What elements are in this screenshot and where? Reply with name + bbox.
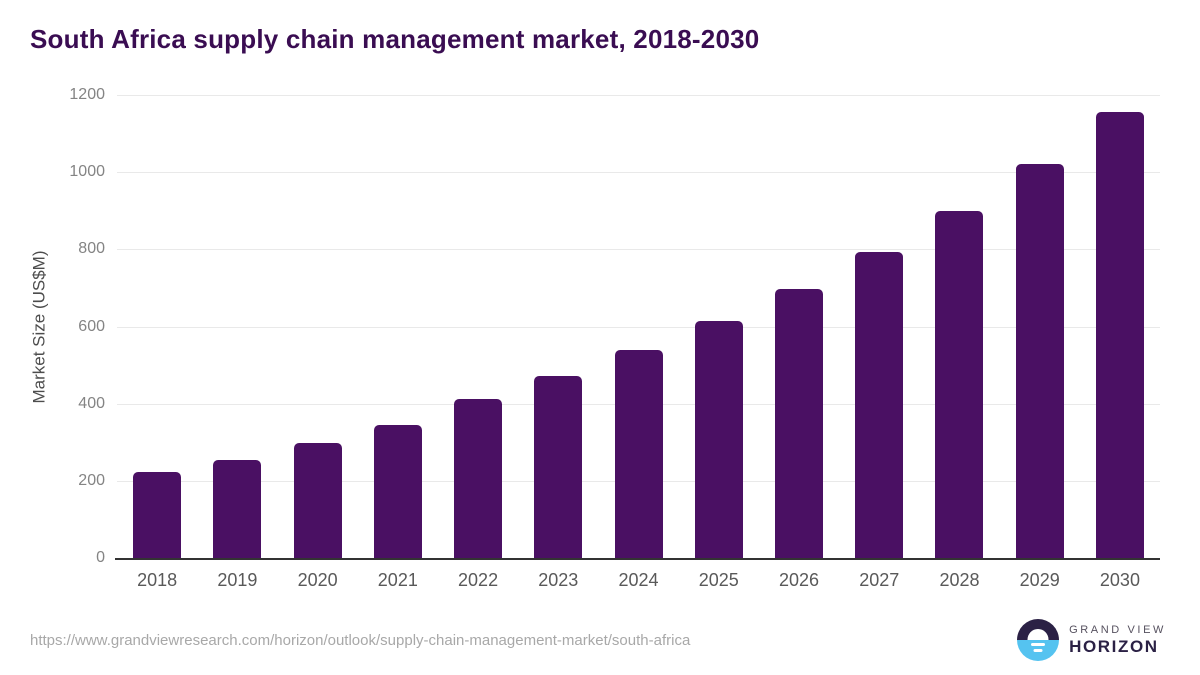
x-axis-line — [115, 558, 1160, 560]
bar-2019 — [213, 459, 262, 558]
horizon-icon-sun — [1027, 629, 1049, 640]
bar-column: 2021 — [358, 95, 438, 590]
horizon-sun-icon — [1017, 619, 1060, 661]
y-axis-ticks: 0 200 400 600 800 1000 1200 — [0, 86, 105, 566]
bar-column: 2019 — [197, 95, 277, 590]
bar-column: 2024 — [598, 95, 678, 590]
x-tick-label: 2018 — [137, 570, 178, 590]
y-tick-label: 1200 — [69, 86, 105, 103]
y-tick-label: 200 — [78, 471, 105, 489]
grand-view-horizon-logo: GRAND VIEW HORIZON — [1017, 619, 1166, 661]
bar-2024 — [614, 349, 663, 558]
gridline — [117, 95, 1160, 96]
bar-2022 — [454, 399, 503, 558]
bar-column: 2020 — [277, 95, 357, 590]
y-tick-label: 400 — [78, 394, 105, 412]
bar-2025 — [694, 320, 743, 558]
bar-column: 2023 — [518, 95, 598, 590]
gridline — [117, 249, 1160, 251]
x-tick-label: 2019 — [217, 570, 258, 590]
x-tick-label: 2028 — [939, 570, 980, 590]
chart-title: South Africa supply chain management mar… — [30, 24, 760, 54]
y-tick-label: 0 — [96, 549, 105, 566]
x-tick-label: 2030 — [1099, 570, 1140, 590]
bar-2023 — [534, 375, 583, 558]
bar-column: 2029 — [1000, 95, 1080, 590]
bar-2020 — [293, 443, 342, 558]
y-tick-label: 600 — [78, 317, 105, 335]
plot-area: 2018 2019 2020 2021 2022 2023 2024 2025 2026 2027… — [115, 95, 1160, 590]
x-tick-label: 2020 — [297, 570, 338, 590]
x-tick-label: 2023 — [538, 570, 579, 590]
gridline — [117, 172, 1160, 174]
bar-2021 — [373, 425, 422, 558]
logo-wordmark: GRAND VIEW HORIZON — [1069, 624, 1166, 656]
brand-name-bottom: HORIZON — [1069, 636, 1159, 656]
x-tick-label: 2026 — [778, 570, 820, 590]
x-tick-label: 2029 — [1019, 570, 1060, 590]
x-tick-label: 2022 — [458, 570, 499, 590]
bar-2028 — [935, 210, 984, 558]
y-tick-label: 800 — [78, 240, 105, 258]
source-url: https://www.grandviewresearch.com/horizo… — [30, 632, 691, 649]
brand-name-top: GRAND VIEW — [1069, 623, 1166, 636]
x-tick-label: 2025 — [698, 570, 739, 590]
bar-column: 2027 — [839, 95, 919, 590]
bar-column: 2025 — [679, 95, 759, 590]
horizon-icon-reflection-1 — [1031, 643, 1046, 646]
bar-column: 2030 — [1080, 95, 1160, 590]
bar-column: 2018 — [117, 95, 197, 590]
x-tick-label: 2021 — [377, 570, 418, 590]
gridline — [117, 326, 1160, 328]
bar-2029 — [1015, 163, 1064, 558]
bar-2026 — [774, 288, 823, 558]
x-tick-label: 2027 — [859, 570, 900, 590]
x-tick-label: 2024 — [618, 570, 659, 590]
bar-column: 2026 — [759, 95, 839, 590]
bar-column: 2022 — [438, 95, 518, 590]
bar-column: 2028 — [919, 95, 999, 590]
horizon-icon-reflection-2 — [1033, 649, 1043, 652]
bar-2018 — [133, 472, 182, 558]
bars: 2018 2019 2020 2021 2022 2023 2024 2025 2026 2027… — [117, 95, 1160, 590]
bar-2030 — [1095, 112, 1144, 558]
y-tick-label: 1000 — [69, 163, 105, 181]
bar-2027 — [855, 252, 904, 558]
